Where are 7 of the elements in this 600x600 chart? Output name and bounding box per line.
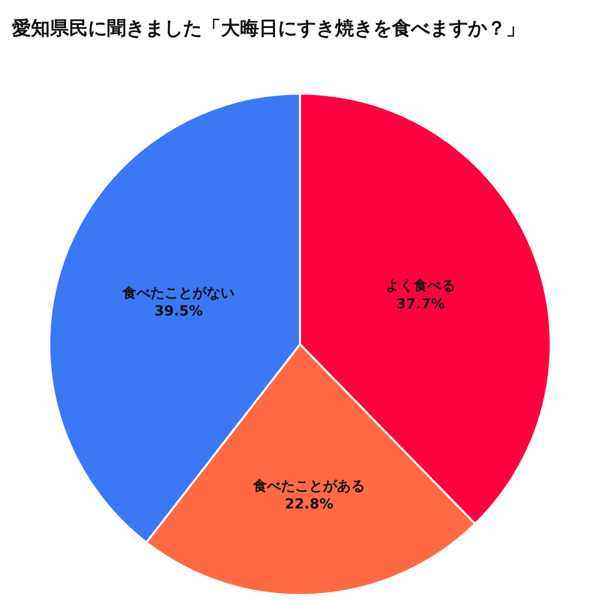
slice-label: 食べたことがある — [252, 478, 366, 494]
slice-label: よく食べる — [386, 278, 456, 294]
data-label: 37.7% — [396, 296, 445, 312]
chart-title: 愛知県民に聞きました「大晦日にすき焼きを食べますか？」 — [12, 17, 525, 40]
data-label: 39.5% — [154, 304, 203, 320]
slice-label: 食べたことがない — [122, 285, 235, 302]
data-label: 22.8% — [284, 496, 334, 512]
